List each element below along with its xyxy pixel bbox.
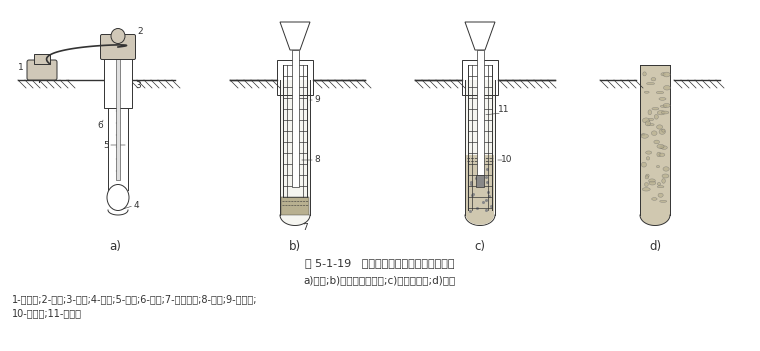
Ellipse shape (657, 152, 661, 157)
Ellipse shape (648, 124, 654, 126)
Ellipse shape (662, 174, 669, 178)
Ellipse shape (646, 157, 650, 160)
Ellipse shape (645, 176, 648, 179)
Ellipse shape (657, 111, 665, 115)
Ellipse shape (642, 118, 650, 123)
Text: a): a) (109, 240, 121, 253)
Text: 3: 3 (135, 80, 141, 90)
Ellipse shape (646, 151, 651, 154)
Ellipse shape (654, 140, 660, 144)
Polygon shape (640, 65, 670, 225)
Ellipse shape (107, 185, 129, 211)
Text: 2: 2 (138, 26, 143, 35)
Ellipse shape (657, 125, 663, 129)
Ellipse shape (643, 72, 646, 76)
Bar (466, 155, 494, 215)
Ellipse shape (651, 78, 656, 81)
Ellipse shape (647, 82, 654, 85)
Ellipse shape (646, 174, 649, 177)
Ellipse shape (641, 134, 644, 136)
Ellipse shape (652, 107, 659, 110)
Ellipse shape (663, 167, 670, 171)
Ellipse shape (644, 91, 649, 93)
Ellipse shape (648, 179, 655, 183)
Ellipse shape (651, 131, 657, 135)
Ellipse shape (660, 146, 664, 149)
Text: 5: 5 (103, 140, 109, 150)
Ellipse shape (657, 144, 664, 148)
FancyBboxPatch shape (100, 34, 135, 60)
Bar (277, 60, 313, 95)
Bar (477, 50, 483, 175)
Bar (476, 175, 484, 187)
Text: 10-隔水塞;11-混凝土: 10-隔水塞;11-混凝土 (12, 308, 82, 318)
Ellipse shape (658, 193, 663, 197)
Text: b): b) (289, 240, 301, 253)
Text: 7: 7 (302, 223, 308, 232)
Bar (281, 197, 309, 215)
Text: d): d) (649, 240, 661, 253)
Ellipse shape (642, 188, 651, 191)
Ellipse shape (641, 162, 647, 167)
Ellipse shape (111, 28, 125, 44)
Text: 9: 9 (314, 95, 320, 105)
Bar (116, 58, 120, 180)
Ellipse shape (663, 72, 670, 77)
Ellipse shape (657, 165, 660, 168)
Ellipse shape (644, 183, 648, 186)
Bar (462, 60, 498, 95)
Ellipse shape (649, 181, 656, 185)
FancyBboxPatch shape (27, 60, 57, 80)
Text: 4: 4 (133, 201, 139, 210)
Ellipse shape (662, 129, 665, 132)
Text: 10: 10 (502, 155, 513, 165)
Polygon shape (280, 80, 310, 225)
Ellipse shape (651, 198, 657, 200)
Ellipse shape (657, 186, 664, 188)
Text: 11: 11 (499, 106, 510, 114)
Ellipse shape (645, 121, 651, 126)
Bar (104, 58, 132, 108)
Text: 8: 8 (314, 155, 320, 165)
Polygon shape (466, 215, 494, 225)
Ellipse shape (657, 183, 660, 185)
Bar (34, 54, 50, 64)
Ellipse shape (663, 104, 670, 107)
Ellipse shape (659, 153, 665, 157)
Polygon shape (465, 22, 495, 50)
Polygon shape (280, 22, 310, 50)
Ellipse shape (663, 86, 670, 90)
Ellipse shape (661, 111, 669, 114)
Ellipse shape (641, 134, 648, 138)
Text: 1: 1 (18, 62, 24, 72)
Ellipse shape (649, 118, 654, 121)
Ellipse shape (648, 110, 651, 115)
Ellipse shape (661, 146, 667, 150)
Ellipse shape (660, 105, 667, 107)
Ellipse shape (657, 91, 663, 94)
Ellipse shape (659, 98, 666, 100)
Text: c): c) (474, 240, 486, 253)
Ellipse shape (659, 130, 666, 134)
Text: a)钻孔;b)下钢筋笼及导管;c)灌注混凝土;d)成桩: a)钻孔;b)下钢筋笼及导管;c)灌注混凝土;d)成桩 (304, 275, 456, 285)
Ellipse shape (654, 114, 658, 119)
Text: 图 5-1-19   泥浆护壁钻孔灌注桩施工顺序图: 图 5-1-19 泥浆护壁钻孔灌注桩施工顺序图 (306, 258, 454, 268)
Ellipse shape (660, 200, 667, 203)
Bar (292, 50, 299, 187)
Polygon shape (465, 80, 495, 225)
Text: 6: 6 (97, 120, 103, 130)
Ellipse shape (662, 179, 666, 183)
Ellipse shape (661, 73, 665, 76)
Text: 1-泥浆泵;2-钻机;3-护筒;4-钻头;5-钻杆;6-泥浆;7-沉淀泥浆;8-导管;9-钢筋笼;: 1-泥浆泵;2-钻机;3-护筒;4-钻头;5-钻杆;6-泥浆;7-沉淀泥浆;8-… (12, 294, 258, 304)
